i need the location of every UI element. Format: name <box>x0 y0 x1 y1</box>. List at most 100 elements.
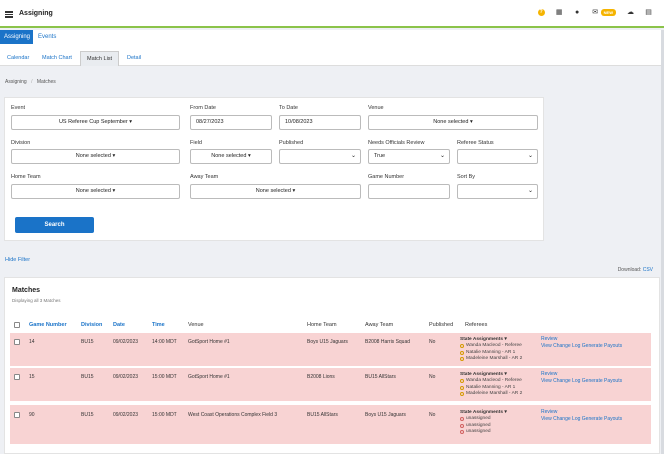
row-checkbox[interactable] <box>14 339 20 345</box>
table-row: 14 BU15 09/02/2023 14:00 MDT GotSport Ho… <box>10 333 651 367</box>
download-label: Download: <box>617 267 642 273</box>
published-cell: No <box>429 339 436 345</box>
mail-icon[interactable]: ✉ NEW <box>592 9 616 16</box>
assignment-line: Madeleine Marshall - AR 2 <box>460 356 522 363</box>
assignment-name[interactable]: Madeleine Marshall - AR 2 <box>466 391 523 396</box>
assignment-name[interactable]: unassigned <box>466 429 491 434</box>
from-date-label: From Date <box>190 105 216 111</box>
generate-payouts-link[interactable]: Generate Payouts <box>581 378 623 384</box>
assignment-line: Wanda Macleod - Referee <box>460 378 522 385</box>
status-dot-icon <box>460 344 464 349</box>
venue-label: Venue <box>368 105 384 111</box>
row-checkbox[interactable] <box>14 412 20 418</box>
select-all-checkbox[interactable] <box>14 322 20 328</box>
tab-match-list[interactable]: Match List <box>80 51 120 66</box>
sort-by-select[interactable]: ⌄ <box>457 184 538 199</box>
status-dot-icon <box>460 430 464 435</box>
assignment-line: unassigned <box>460 416 507 423</box>
search-button[interactable]: Search <box>15 217 94 233</box>
venue-select[interactable]: None selected ▾ <box>368 115 538 130</box>
review-link[interactable]: Review <box>541 336 558 342</box>
review-link[interactable]: Review <box>541 409 558 415</box>
matches-count: Displaying all 3 Matches <box>12 298 61 303</box>
tab-detail[interactable]: Detail <box>127 55 142 61</box>
assignments-dropdown[interactable]: State Assignments ▾ <box>460 372 522 377</box>
field-select[interactable]: None selected ▾ <box>190 149 272 164</box>
generate-payouts-link[interactable]: Generate Payouts <box>581 416 623 422</box>
assignment-line: Wanda Macleod - Referee <box>460 343 522 350</box>
matches-title: Matches <box>12 287 41 294</box>
assignments-heading: State Assignments <box>460 337 504 342</box>
chat-icon[interactable]: ☁ <box>627 9 634 16</box>
col-venue: Venue <box>188 322 204 328</box>
away-team-select[interactable]: None selected ▾ <box>190 184 361 199</box>
published-select[interactable]: ⌄ <box>279 149 361 164</box>
help-icon[interactable]: ? <box>537 9 545 16</box>
col-division[interactable]: Division <box>81 322 103 328</box>
module-tabs: Assigning Events <box>0 30 664 44</box>
change-log-link[interactable]: View Change Log <box>541 343 581 349</box>
menu-icon[interactable] <box>5 11 13 18</box>
published-label: Published <box>279 140 304 146</box>
col-published: Published <box>429 322 454 328</box>
assignment-name[interactable]: Natalie Manning - AR 1 <box>466 384 516 390</box>
game-number-cell: 15 <box>29 374 35 380</box>
table-row: 15 BU15 09/02/2023 15:00 MDT GotSport Ho… <box>10 368 651 402</box>
assignments-dropdown[interactable]: State Assignments ▾ <box>460 410 507 415</box>
game-number-input[interactable] <box>368 184 450 199</box>
assignment-line: Natalie Manning - AR 1 <box>460 385 522 392</box>
assignment-line: Madeleine Marshall - AR 2 <box>460 391 522 398</box>
needs-officials-review-select[interactable]: True ⌄ <box>368 149 450 164</box>
col-date[interactable]: Date <box>113 322 125 328</box>
change-log-link[interactable]: View Change Log <box>541 416 581 422</box>
row-actions: Review View Change Log Generate Payouts <box>541 371 622 385</box>
venue-cell: GotSport Home #1 <box>188 339 230 345</box>
scrollbar[interactable] <box>661 30 664 454</box>
hide-filter-link[interactable]: Hide Filter <box>5 257 31 263</box>
to-date-input[interactable]: 10/08/2023 <box>279 115 361 130</box>
chevron-down-icon: ▾ <box>504 410 507 415</box>
published-cell: No <box>429 412 436 418</box>
from-date-input[interactable]: 08/27/2023 <box>190 115 272 130</box>
assignments-dropdown[interactable]: State Assignments ▾ <box>460 337 522 342</box>
assignment-name[interactable]: Natalie Manning - AR 1 <box>466 349 516 355</box>
generate-payouts-link[interactable]: Generate Payouts <box>581 343 623 349</box>
home-team-select[interactable]: None selected ▾ <box>11 184 180 199</box>
assignment-name[interactable]: Madeleine Marshall - AR 2 <box>466 356 523 361</box>
field-label: Field <box>190 140 202 146</box>
division-cell: BU15 <box>81 339 94 345</box>
assignment-name[interactable]: unassigned <box>466 416 491 421</box>
division-select[interactable]: None selected ▾ <box>11 149 180 164</box>
chevron-down-icon: ⌄ <box>350 153 356 159</box>
breadcrumb-root[interactable]: Assigning <box>5 79 27 85</box>
user-icon[interactable]: ● <box>575 9 580 16</box>
tab-assigning[interactable]: Assigning <box>0 30 33 44</box>
assignment-name[interactable]: Wanda Macleod - Referee <box>466 343 522 348</box>
col-away-team: Away Team <box>365 322 394 328</box>
breadcrumb-current: Matches <box>36 79 56 85</box>
assignment-name[interactable]: unassigned <box>466 422 491 428</box>
home-team-label: Home Team <box>11 174 41 180</box>
chevron-down-icon: ▾ <box>504 337 507 342</box>
row-checkbox[interactable] <box>14 374 20 380</box>
event-select[interactable]: US Referee Cup September ▾ <box>11 115 180 130</box>
col-time[interactable]: Time <box>152 322 165 328</box>
division-label: Division <box>11 140 31 146</box>
breadcrumb-separator: / <box>31 79 33 85</box>
change-log-link[interactable]: View Change Log <box>541 378 581 384</box>
assignment-name[interactable]: Wanda Macleod - Referee <box>466 378 522 383</box>
tab-events[interactable]: Events <box>38 34 57 40</box>
download-bar: Download: CSV <box>618 267 653 273</box>
needs-officials-review-label: Needs Officials Review <box>368 140 425 146</box>
tab-calendar[interactable]: Calendar <box>7 55 30 61</box>
grid-icon[interactable]: ▦ <box>555 9 563 16</box>
breadcrumb: Assigning / Matches <box>5 79 56 85</box>
referee-status-select[interactable]: ⌄ <box>457 149 538 164</box>
download-csv-link[interactable]: CSV <box>642 267 653 273</box>
date-cell: 09/02/2023 <box>113 412 139 418</box>
tab-match-chart[interactable]: Match Chart <box>42 55 72 61</box>
col-game-number[interactable]: Game Number <box>29 322 67 328</box>
review-link[interactable]: Review <box>541 371 558 377</box>
to-date-label: To Date <box>279 105 298 111</box>
apps-icon[interactable]: ▤ <box>645 9 652 16</box>
